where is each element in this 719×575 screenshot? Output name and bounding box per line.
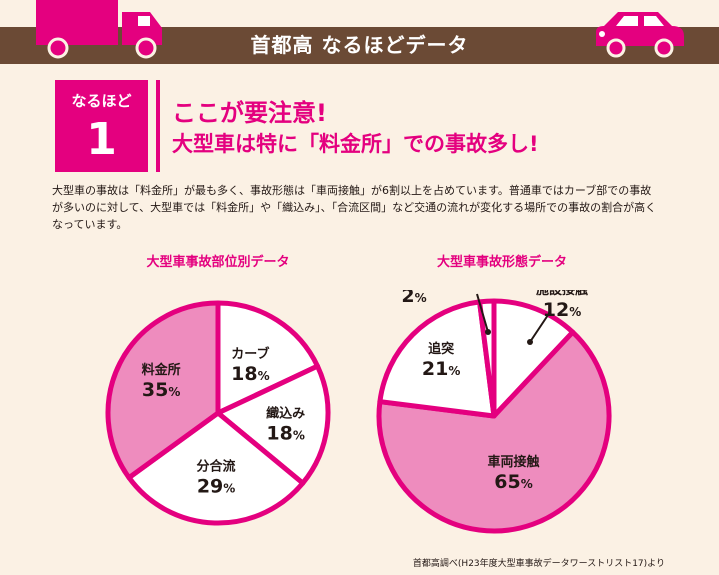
page-title: 首都高 なるほどデータ [250, 33, 469, 57]
chart-title-location: 大型車事故部位別データ [146, 255, 290, 270]
headline-secondary: 大型車は特に「料金所」での事故多し! [172, 132, 539, 156]
slice-label-location-1: 織込み [266, 406, 305, 422]
description-line: なっています。 [52, 218, 128, 231]
leader-dot-type-3 [485, 329, 491, 335]
leader-line-type-0 [529, 311, 551, 343]
slice-label-location-3: 料金所 [142, 362, 181, 378]
slice-label-location-0: カーブ [231, 346, 269, 362]
pie-slice-location-1 [215, 363, 331, 486]
slice-value-type-0: 12% [543, 299, 581, 321]
description: 大型車の事故は「料金所」が最も多く、事故形態は「車両接触」が6割以上を占めていま… [52, 182, 672, 233]
slice-label-location-2: 分合流 [197, 459, 236, 475]
slice-value-location-2: 29% [197, 476, 235, 498]
description-line: が多いのに対して、大型車では「料金所」や「織込み」、「合流区間」など交通の流れが… [52, 201, 657, 214]
slice-value-location-0: 18% [231, 363, 269, 385]
slice-value-type-3: 2% [401, 290, 426, 307]
slice-value-type-2: 21% [422, 358, 460, 380]
source-note: 首都高調べ(H23年度大型車事故データワーストリスト17)より [412, 559, 665, 569]
badge-number: 1 [86, 114, 117, 165]
pie-slice-location-3 [105, 300, 221, 481]
slice-label-type-0: 施設接触 [536, 290, 588, 298]
description-line: 大型車の事故は「料金所」が最も多く、事故形態は「車両接触」が6割以上を占めていま… [52, 184, 652, 197]
truck-icon [36, 0, 162, 59]
car-icon [596, 12, 684, 58]
pie-slice-type-2 [377, 299, 497, 419]
pie-slice-type-0 [491, 298, 576, 419]
headline-primary: ここが要注意! [172, 99, 327, 127]
slice-label-type-1: 車両接触 [487, 454, 539, 470]
badge-label: なるほど [71, 92, 132, 110]
pie-slice-location-0 [215, 300, 321, 416]
slice-value-type-1: 65% [494, 471, 532, 493]
slice-value-location-3: 35% [142, 379, 180, 401]
slice-value-location-1: 18% [266, 423, 304, 445]
pie-slice-type-1 [376, 329, 612, 534]
naruhodo-badge: なるほど 1 [55, 80, 148, 172]
badge-divider [156, 80, 160, 172]
chart-title-type: 大型車事故形態データ [436, 255, 567, 270]
leader-dot-type-0 [527, 339, 533, 345]
pie-slice-location-2 [126, 410, 306, 526]
slice-label-type-2: 追突 [428, 341, 454, 357]
leader-line-type-3 [476, 293, 489, 333]
